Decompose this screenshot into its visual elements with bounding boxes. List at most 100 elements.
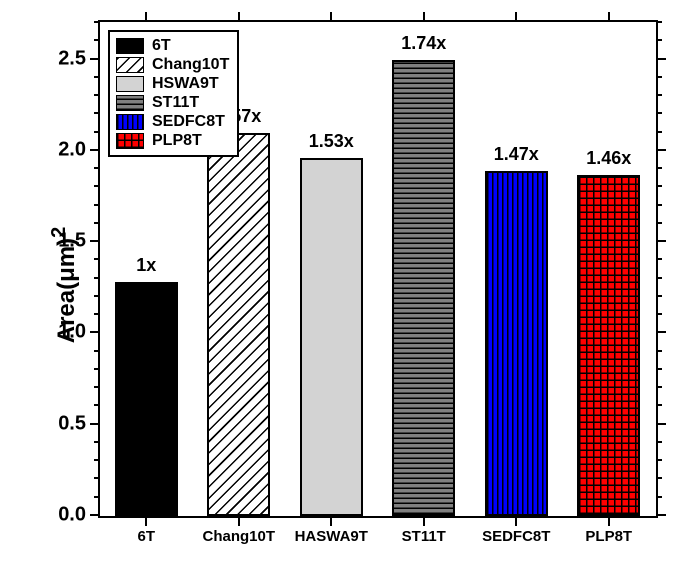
legend-swatch [116, 76, 144, 92]
y-tick [90, 58, 100, 60]
legend: 6TChang10THSWA9TST11TSEDFC8TPLP8T [108, 30, 239, 157]
y-minor-tick [656, 441, 662, 443]
y-tick [90, 423, 100, 425]
y-tick-label: 2.0 [58, 138, 86, 161]
y-minor-tick [94, 131, 100, 133]
bar-value-label: 1.46x [586, 148, 631, 169]
y-minor-tick [94, 167, 100, 169]
y-minor-tick [656, 386, 662, 388]
y-tick-label: 0.0 [58, 504, 86, 527]
y-minor-tick [94, 112, 100, 114]
bar [577, 175, 640, 516]
y-tick-label: 0.5 [58, 412, 86, 435]
x-tick [423, 516, 425, 526]
bar [485, 171, 548, 516]
y-minor-tick [656, 222, 662, 224]
y-tick [90, 240, 100, 242]
plot-area: 6TChang10THSWA9TST11TSEDFC8TPLP8T 0.00.5… [98, 20, 658, 518]
y-minor-tick [656, 39, 662, 41]
y-minor-tick [94, 496, 100, 498]
y-minor-tick [94, 39, 100, 41]
x-tick [330, 12, 332, 22]
y-minor-tick [94, 204, 100, 206]
bar [207, 133, 270, 516]
y-tick [90, 331, 100, 333]
y-minor-tick [656, 76, 662, 78]
legend-label: Chang10T [152, 56, 229, 74]
y-minor-tick [656, 496, 662, 498]
y-minor-tick [94, 21, 100, 23]
legend-label: 6T [152, 37, 171, 55]
x-tick [330, 516, 332, 526]
x-tick-label: HASWA9T [295, 528, 368, 545]
y-minor-tick [94, 368, 100, 370]
y-minor-tick [94, 404, 100, 406]
y-minor-tick [656, 21, 662, 23]
bar-value-label: 1.74x [401, 33, 446, 54]
legend-item: PLP8T [116, 132, 229, 150]
y-minor-tick [94, 386, 100, 388]
legend-item: HSWA9T [116, 75, 229, 93]
x-tick [238, 516, 240, 526]
bar-value-label: 1.47x [494, 144, 539, 165]
y-tick-label: 1.5 [58, 230, 86, 253]
y-minor-tick [94, 94, 100, 96]
y-minor-tick [656, 295, 662, 297]
y-tick [656, 58, 666, 60]
y-minor-tick [94, 350, 100, 352]
y-minor-tick [94, 477, 100, 479]
y-minor-tick [656, 204, 662, 206]
y-minor-tick [656, 167, 662, 169]
y-minor-tick [656, 131, 662, 133]
legend-label: ST11T [152, 94, 199, 112]
y-minor-tick [656, 112, 662, 114]
y-minor-tick [94, 222, 100, 224]
legend-label: PLP8T [152, 132, 202, 150]
y-minor-tick [94, 76, 100, 78]
legend-swatch [116, 114, 144, 130]
y-minor-tick [94, 295, 100, 297]
legend-item: Chang10T [116, 56, 229, 74]
y-minor-tick [656, 477, 662, 479]
x-tick-label: ST11T [402, 528, 446, 545]
x-tick [608, 12, 610, 22]
x-tick [515, 516, 517, 526]
legend-swatch [116, 38, 144, 54]
y-minor-tick [656, 404, 662, 406]
bar [115, 282, 178, 516]
x-tick [145, 12, 147, 22]
y-minor-tick [94, 185, 100, 187]
y-minor-tick [656, 459, 662, 461]
x-tick-label: PLP8T [585, 528, 632, 545]
y-tick [656, 149, 666, 151]
y-minor-tick [94, 277, 100, 279]
bar [300, 158, 363, 516]
x-tick [238, 12, 240, 22]
x-tick-label: Chang10T [202, 528, 275, 545]
y-tick-label: 1.0 [58, 321, 86, 344]
y-tick [656, 240, 666, 242]
y-minor-tick [94, 459, 100, 461]
legend-item: 6T [116, 37, 229, 55]
y-minor-tick [656, 313, 662, 315]
legend-swatch [116, 57, 144, 73]
legend-item: SEDFC8T [116, 113, 229, 131]
y-minor-tick [656, 94, 662, 96]
x-tick [423, 12, 425, 22]
y-minor-tick [656, 258, 662, 260]
y-tick [656, 423, 666, 425]
y-tick [656, 331, 666, 333]
y-minor-tick [94, 441, 100, 443]
y-minor-tick [656, 368, 662, 370]
y-minor-tick [94, 258, 100, 260]
y-tick [656, 514, 666, 516]
x-tick [515, 12, 517, 22]
y-minor-tick [94, 313, 100, 315]
x-tick [145, 516, 147, 526]
y-tick [90, 149, 100, 151]
legend-swatch [116, 95, 144, 111]
legend-item: ST11T [116, 94, 229, 112]
bar-chart: Area(μm)2 6TChang10THSWA9TST11TSEDFC8TPL… [0, 0, 685, 570]
y-minor-tick [656, 350, 662, 352]
x-tick-label: 6T [137, 528, 155, 545]
